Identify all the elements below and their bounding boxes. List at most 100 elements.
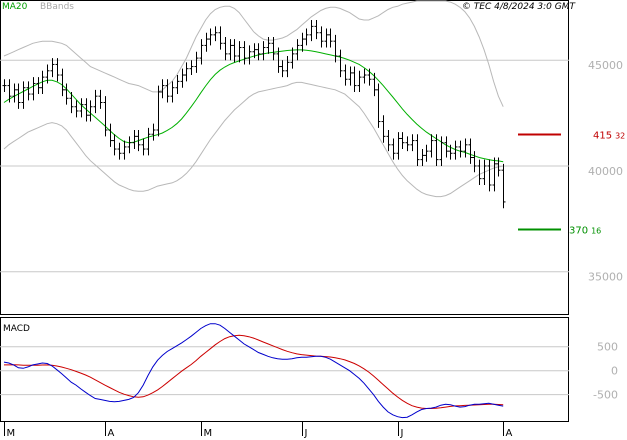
price-bar [84, 98, 89, 122]
price-bar [458, 140, 463, 158]
price-bar [189, 60, 194, 76]
price-bar [79, 98, 84, 118]
price-bar [324, 28, 329, 48]
price-bar [357, 70, 362, 92]
price-bar [146, 127, 151, 156]
resistance-label: 415 32 [593, 131, 625, 142]
price-bar [319, 26, 324, 48]
price-bar [463, 138, 468, 158]
bbands-layer [3, 0, 504, 198]
legend-ma20: MA20 [2, 2, 28, 12]
price-bar [352, 66, 357, 92]
price-bar [170, 81, 175, 103]
price-bar [69, 91, 74, 114]
price-bar [127, 136, 132, 154]
price-bar [348, 66, 353, 86]
price-bar [117, 142, 122, 160]
price-bar [108, 123, 113, 147]
price-bar [237, 41, 242, 63]
price-bar [328, 28, 333, 48]
price-bar [50, 58, 55, 78]
price-bar [247, 45, 252, 65]
x-tick-label: J [304, 428, 308, 439]
price-bar [391, 138, 396, 160]
macd-gridlines [0, 346, 569, 396]
bb-lower-line [3, 81, 504, 198]
macd-panel-title: MACD [3, 324, 30, 334]
price-bar [31, 77, 36, 101]
price-bar [64, 83, 69, 105]
price-bar [103, 96, 108, 137]
price-bar [338, 49, 343, 78]
price-bar [276, 47, 281, 73]
price-bar [232, 39, 237, 63]
price-y-tick-label: 40000 [588, 165, 623, 178]
price-bar [285, 55, 290, 78]
price-bar [420, 149, 425, 166]
price-bar [434, 134, 439, 166]
price-bar [496, 157, 501, 177]
price-y-tick-label: 45000 [588, 59, 623, 72]
price-bar [7, 79, 12, 103]
price-bar [396, 132, 401, 160]
price-bar [208, 28, 213, 46]
price-bar [290, 47, 295, 69]
macd-signal-line [4, 334, 504, 409]
price-bar [2, 79, 7, 92]
price-bar [88, 100, 93, 122]
price-bar [266, 36, 271, 54]
price-bar [304, 28, 309, 46]
price-bar [194, 51, 199, 73]
price-bar [492, 157, 497, 192]
macd-panel-frame [0, 317, 569, 422]
macd-y-tick-label: -500 [593, 389, 618, 402]
price-bar [199, 39, 204, 65]
price-bar [156, 85, 161, 137]
price-bar [314, 20, 319, 40]
price-bar [376, 83, 381, 128]
x-tick-label: A [506, 428, 513, 439]
price-bar [424, 144, 429, 162]
price-bar [223, 36, 228, 61]
price-bar [204, 32, 209, 52]
price-bar [36, 77, 41, 95]
price-bar [213, 26, 218, 42]
ma20-layer [3, 49, 504, 163]
price-bar [429, 134, 434, 158]
price-bar [12, 83, 17, 103]
price-bar [487, 159, 492, 192]
price-bar [300, 32, 305, 52]
price-bar [448, 144, 453, 160]
price-bar [415, 134, 420, 166]
bb-upper-line [3, 0, 504, 107]
x-tick-label: J [400, 428, 404, 439]
price-bar [175, 75, 180, 95]
support-label: 370 16 [569, 226, 601, 237]
price-bar [271, 36, 276, 61]
price-bar [160, 79, 165, 99]
y-tick-labels: 45000 40000 35000 500 0 -500 [588, 59, 623, 401]
legend-bbands: BBands [40, 2, 74, 12]
price-bar [60, 68, 65, 97]
price-bar [477, 159, 482, 185]
macd-y-tick-label: 500 [597, 341, 618, 354]
price-bar [136, 130, 141, 152]
price-bar [21, 81, 26, 109]
price-gridlines [0, 59, 569, 273]
price-bar [367, 68, 372, 86]
price-bar [372, 72, 377, 97]
macd-y-tick-label: 0 [611, 365, 618, 378]
price-bar [261, 41, 266, 61]
x-tick-label: M [204, 428, 213, 439]
price-bar [472, 151, 477, 173]
price-bar [280, 60, 285, 78]
price-bar [40, 70, 45, 95]
price-bar [295, 39, 300, 61]
price-bar [112, 134, 117, 156]
macd-layer [3, 323, 504, 419]
price-bar [482, 159, 487, 185]
price-bar [501, 163, 506, 209]
levels-layer: 415 32 370 16 [518, 131, 625, 237]
price-bar [242, 41, 247, 65]
